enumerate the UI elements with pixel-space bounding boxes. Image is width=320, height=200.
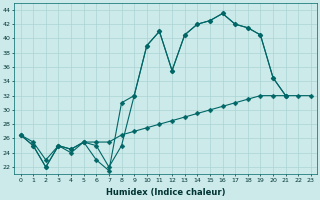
X-axis label: Humidex (Indice chaleur): Humidex (Indice chaleur) [106, 188, 226, 197]
